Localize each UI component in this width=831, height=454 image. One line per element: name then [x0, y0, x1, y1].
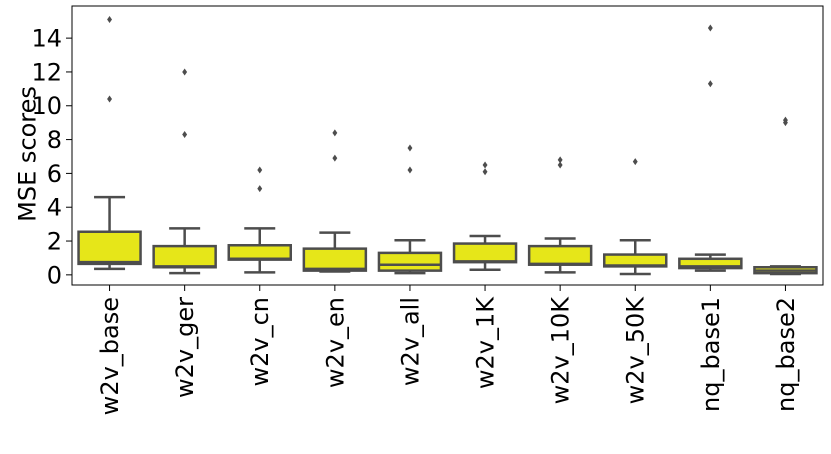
outlier-point: [557, 156, 563, 164]
y-tick-label: 0: [47, 261, 62, 289]
box-group: [678, 24, 743, 272]
outlier-point: [257, 166, 263, 174]
outlier-point: [407, 166, 413, 174]
y-tick-label: 12: [31, 58, 62, 86]
plot-area-frame: [71, 5, 824, 286]
x-tick-label: w2v_base: [96, 297, 124, 415]
outlier-point: [107, 95, 112, 103]
box-iqr: [527, 244, 593, 266]
boxes: [77, 16, 818, 276]
y-tick-label: 10: [31, 92, 62, 120]
box-iqr: [302, 247, 368, 272]
y-tick-label: 8: [47, 126, 62, 154]
box-iqr: [377, 251, 443, 272]
box-iqr: [152, 244, 217, 269]
box-group: [377, 144, 443, 275]
y-axis-label: MSE scores: [13, 86, 41, 222]
outlier-point: [482, 168, 488, 176]
x-tick-label: w2v_50K: [622, 296, 650, 405]
box-group: [452, 161, 518, 272]
outlier-point: [407, 144, 413, 152]
y-tick-label: 14: [31, 25, 62, 53]
box-iqr: [77, 230, 142, 266]
outlier-point: [332, 129, 338, 137]
box-group: [77, 16, 142, 271]
box-group: [302, 129, 368, 273]
box-group: [527, 156, 593, 274]
box-iqr: [452, 242, 518, 264]
x-tick-label: w2v_all: [396, 297, 424, 386]
x-tick-label: w2v_en: [321, 297, 349, 388]
outlier-point: [182, 68, 188, 76]
axis-ticks: 0 2 4 6 8 10 12 14 w2v_base w2v_ger w2v_cn w2v_en w2…: [31, 25, 799, 416]
box-iqr: [227, 244, 292, 261]
outlier-point: [707, 80, 713, 88]
x-tick-label: nq_base2: [772, 297, 800, 412]
box-iqr: [678, 257, 743, 270]
x-tick-label: w2v_ger: [171, 297, 199, 398]
outlier-point: [557, 161, 563, 169]
box-group: [753, 116, 818, 276]
box-group: [227, 166, 292, 274]
x-tick-label: w2v_cn: [246, 297, 274, 387]
y-tick-label: 4: [47, 194, 62, 222]
outlier-point: [257, 185, 263, 193]
outlier-point: [182, 131, 188, 139]
outlier-point: [107, 16, 112, 24]
outlier-point: [482, 161, 488, 169]
y-tick-label: 6: [47, 160, 62, 188]
x-tick-label: nq_base1: [697, 297, 725, 412]
y-tick-label: 2: [47, 227, 62, 255]
x-tick-label: w2v_10K: [547, 296, 575, 405]
outlier-point: [632, 158, 638, 166]
box-group: [603, 158, 668, 276]
outlier-point: [783, 116, 788, 124]
x-tick-label: w2v_1K: [471, 296, 499, 389]
box-group: [152, 68, 217, 275]
outlier-point: [707, 24, 713, 32]
outlier-point: [332, 154, 338, 162]
